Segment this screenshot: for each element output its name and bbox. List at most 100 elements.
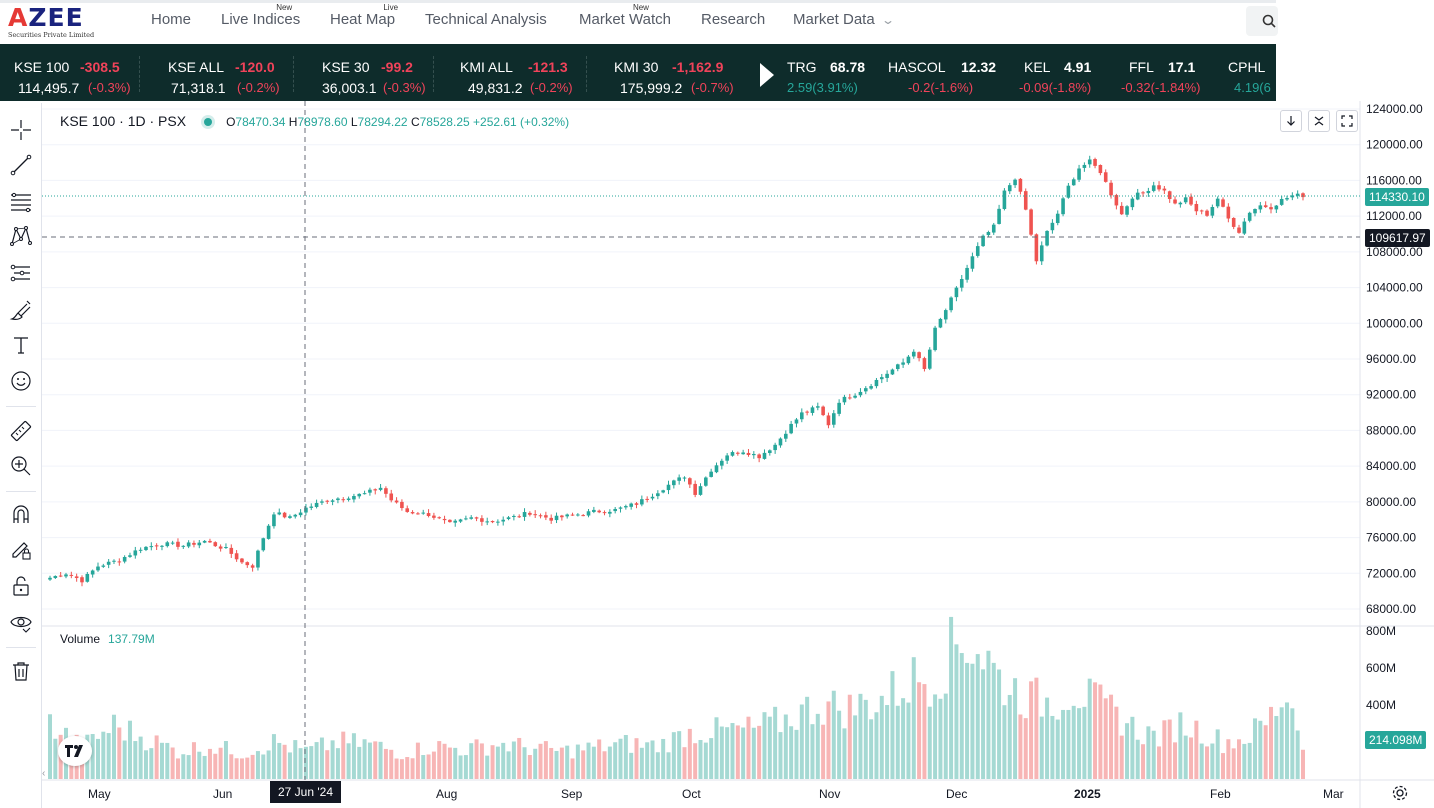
- lock-drawing-tool[interactable]: [8, 537, 34, 563]
- volume-bar: [447, 747, 452, 779]
- volume-bar: [751, 727, 756, 779]
- crosshair-tool[interactable]: [8, 117, 34, 143]
- volume-bar: [1039, 716, 1044, 779]
- measure-tool[interactable]: [8, 418, 34, 444]
- nav-technical-analysis[interactable]: Technical Analysis: [425, 11, 547, 28]
- volume-bar: [741, 727, 746, 779]
- candle: [176, 538, 180, 550]
- volume-axis[interactable]: 800M 600M 400M: [1366, 624, 1396, 712]
- emoji-tool[interactable]: [8, 368, 34, 394]
- lock-all-tool[interactable]: [8, 573, 34, 599]
- brand-logo[interactable]: AZEE Securities Private Limited: [8, 5, 94, 39]
- nav-live-indices[interactable]: Live Indices New: [221, 3, 301, 28]
- index-pct: (-0.2%): [530, 80, 573, 95]
- play-icon[interactable]: [760, 63, 774, 87]
- remove-drawings-tool[interactable]: [8, 658, 34, 684]
- nav-research[interactable]: Research: [701, 11, 766, 28]
- search-button[interactable]: [1246, 6, 1278, 36]
- volume-bar: [298, 748, 303, 779]
- price-axis[interactable]: 124000.00 120000.00 116000.00 112000.00 1080…: [1366, 102, 1423, 616]
- candle-body: [293, 514, 298, 517]
- volume-bar: [357, 746, 362, 779]
- candle: [714, 462, 719, 474]
- volume-bar: [842, 728, 847, 779]
- candle: [666, 480, 671, 495]
- volume-bar: [218, 747, 223, 779]
- index-change: -1,162.9: [672, 59, 724, 75]
- ohlc-change: +252.61 (+0.32%): [473, 115, 570, 129]
- pattern-tool[interactable]: [8, 223, 34, 249]
- candle-body: [474, 517, 479, 519]
- maximize-button[interactable]: [1336, 110, 1358, 132]
- candle-body: [1189, 196, 1193, 205]
- candle-body: [736, 452, 740, 454]
- hide-drawings-tool[interactable]: [8, 609, 34, 635]
- volume-bar: [245, 757, 250, 779]
- price-tick-label: 96000.00: [1366, 352, 1416, 366]
- volume-bar: [895, 705, 900, 779]
- volume-bar: [1109, 694, 1114, 779]
- candle-body: [725, 455, 729, 461]
- stock-symbol: CPHL: [1228, 59, 1266, 75]
- candle: [1210, 204, 1215, 219]
- candle-body: [842, 396, 847, 403]
- gear-icon: [1392, 785, 1408, 801]
- text-tool[interactable]: [8, 332, 34, 358]
- zoom-tool[interactable]: [8, 453, 34, 479]
- candle: [485, 517, 490, 526]
- candle-body: [469, 517, 474, 519]
- candle: [895, 363, 900, 372]
- scroll-left-icon[interactable]: ‹: [42, 768, 46, 779]
- index-change: -120.0: [235, 59, 275, 75]
- collapse-button[interactable]: [1308, 110, 1330, 132]
- brush-tool[interactable]: [8, 297, 34, 323]
- scroll-to-latest-button[interactable]: [1280, 110, 1302, 132]
- volume-tick-label: 800M: [1366, 624, 1396, 638]
- tradingview-logo[interactable]: [58, 736, 92, 766]
- price-chart[interactable]: 124000.00 120000.00 116000.00 112000.00 1080…: [42, 101, 1434, 808]
- fib-retracement-tool[interactable]: [8, 188, 34, 214]
- symbol-title[interactable]: KSE 100 · 1D · PSX: [60, 113, 187, 129]
- candle: [602, 510, 607, 516]
- volume-bar: [335, 748, 340, 779]
- index-value: 71,318.1: [171, 80, 226, 96]
- trend-line-tool[interactable]: [8, 152, 34, 178]
- candle: [330, 499, 335, 506]
- time-axis[interactable]: May Jun Aug Sep Oct Nov Dec 2025 Feb Mar: [88, 787, 1344, 801]
- volume-bar: [799, 704, 804, 779]
- candle: [432, 512, 436, 520]
- candle: [581, 514, 585, 517]
- nav-market-data[interactable]: Market Data ⌄: [793, 11, 895, 28]
- candle-body: [224, 547, 228, 549]
- candle-body: [1183, 197, 1188, 203]
- volume-bar: [495, 746, 500, 779]
- nav-heat-map[interactable]: Heat Map Live: [330, 3, 399, 28]
- ticker-divider: [433, 56, 434, 92]
- candle: [831, 410, 836, 428]
- candle-body: [778, 438, 783, 446]
- candle: [794, 417, 799, 428]
- candle: [677, 474, 681, 485]
- nav-home[interactable]: Home: [151, 11, 192, 28]
- toolbar-divider: [6, 491, 36, 492]
- volume-bar: [1247, 742, 1252, 779]
- volume-bar: [341, 731, 346, 779]
- candle: [906, 355, 911, 365]
- volume-bar: [282, 744, 287, 779]
- candle: [58, 572, 63, 578]
- forecast-tool[interactable]: [8, 260, 34, 286]
- nav-market-watch[interactable]: Market Watch New: [579, 3, 671, 28]
- chart-settings-button[interactable]: [1391, 784, 1409, 807]
- volume-label[interactable]: Volume: [60, 632, 101, 646]
- candle: [1290, 192, 1295, 201]
- candle: [847, 393, 852, 400]
- index-change: -121.3: [528, 59, 568, 75]
- volume-bar: [373, 741, 378, 779]
- volume-bar: [975, 654, 980, 779]
- candle-body: [853, 395, 857, 398]
- candle-body: [416, 513, 420, 515]
- magnet-tool[interactable]: [8, 501, 34, 527]
- candle: [1263, 201, 1268, 208]
- price-tick-label: 104000.00: [1366, 281, 1423, 295]
- volume-bar: [533, 748, 538, 779]
